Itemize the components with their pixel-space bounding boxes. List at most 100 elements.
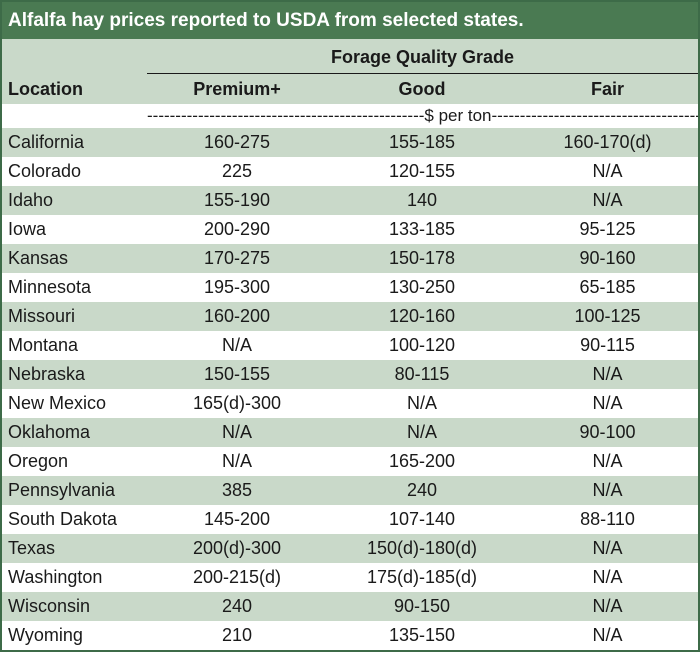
- table-row: Missouri 160-200 120-160 100-125: [2, 302, 698, 331]
- cell-fair: N/A: [592, 480, 623, 500]
- cell-fair: N/A: [592, 161, 623, 181]
- table-row: Minnesota 195-300 130-250 65-185: [2, 273, 698, 302]
- cell-good: 100-120: [388, 335, 456, 355]
- cell-location: Minnesota: [8, 277, 92, 297]
- cell-fair: 65-185: [579, 277, 636, 297]
- cell-location: Wisconsin: [8, 596, 91, 616]
- column-header-fair: Fair: [590, 79, 624, 99]
- table-row: Wyoming 210 135-150 N/A: [2, 621, 698, 650]
- cell-premium: 145-200: [203, 509, 271, 529]
- cell-premium: 195-300: [203, 277, 271, 297]
- cell-location: Montana: [8, 335, 79, 355]
- cell-premium: 170-275: [203, 248, 271, 268]
- table-row: California 160-275 155-185 160-170(d): [2, 128, 698, 157]
- cell-premium: 150-155: [203, 364, 271, 384]
- cell-location: Missouri: [8, 306, 76, 326]
- cell-location: Oregon: [8, 451, 69, 471]
- cell-premium: N/A: [221, 451, 252, 471]
- cell-good: 240: [406, 480, 438, 500]
- cell-fair: 160-170(d): [563, 132, 652, 152]
- cell-location: Iowa: [8, 219, 47, 239]
- cell-good: 150-178: [388, 248, 456, 268]
- cell-good: N/A: [406, 393, 437, 413]
- table-title: Alfalfa hay prices reported to USDA from…: [2, 2, 698, 39]
- unit-row: [2, 104, 698, 128]
- cell-fair: N/A: [592, 451, 623, 471]
- cell-premium: N/A: [221, 335, 252, 355]
- cell-fair: 90-100: [579, 422, 636, 442]
- cell-fair: 88-110: [580, 509, 635, 529]
- table-row: Wisconsin 240 90-150 N/A: [2, 592, 698, 621]
- table-row: Oklahoma N/A N/A 90-100: [2, 418, 698, 447]
- cell-fair: 95-125: [579, 219, 636, 239]
- table-row: Pennsylvania 385 240 N/A: [2, 476, 698, 505]
- cell-fair: N/A: [592, 190, 623, 210]
- cell-location: New Mexico: [8, 393, 107, 413]
- cell-location: South Dakota: [8, 509, 118, 529]
- cell-good: 107-140: [388, 509, 456, 529]
- column-header-premium: Premium+: [193, 79, 281, 99]
- cell-premium: 200-215(d): [192, 567, 282, 587]
- table-row: Texas 200(d)-300 150(d)-180(d) N/A: [2, 534, 698, 563]
- cell-location: Colorado: [8, 161, 82, 181]
- cell-fair: N/A: [592, 364, 623, 384]
- cell-good: 165-200: [388, 451, 456, 471]
- cell-good: 140: [406, 190, 438, 210]
- table-header: [2, 39, 698, 104]
- table-row: New Mexico 165(d)-300 N/A N/A: [2, 389, 698, 418]
- cell-fair: N/A: [592, 596, 623, 616]
- cell-premium: 155-190: [203, 190, 271, 210]
- cell-fair: 90-160: [579, 248, 636, 268]
- cell-location: Pennsylvania: [8, 480, 116, 500]
- table-row: Montana N/A 100-120 90-115: [2, 331, 698, 360]
- table-row: South Dakota 145-200 107-140 88-110: [2, 505, 698, 534]
- table-row: Idaho 155-190 140 N/A: [2, 186, 698, 215]
- cell-fair: 90-115: [580, 335, 635, 355]
- unit-label: ----------------------------------------…: [147, 106, 698, 125]
- table-row: Nebraska 150-155 80-115 N/A: [2, 360, 698, 389]
- cell-location: Wyoming: [8, 625, 83, 645]
- cell-premium: 225: [221, 161, 253, 181]
- cell-good: 120-155: [388, 161, 456, 181]
- table-row: Kansas 170-275 150-178 90-160: [2, 244, 698, 273]
- cell-fair: N/A: [592, 538, 623, 558]
- cell-good: 90-150: [393, 596, 451, 616]
- cell-good: 175(d)-185(d): [366, 567, 478, 587]
- cell-premium: 200(d)-300: [192, 538, 282, 558]
- table-row: Washington 200-215(d) 175(d)-185(d) N/A: [2, 563, 698, 592]
- grade-header-rule: [147, 73, 698, 74]
- table-body: California 160-275 155-185 160-170(d) Colora…: [2, 128, 698, 650]
- cell-premium: 210: [221, 625, 253, 645]
- cell-good: 80-115: [394, 364, 450, 384]
- cell-fair: N/A: [592, 625, 623, 645]
- cell-premium: 160-275: [203, 132, 271, 152]
- cell-premium: 160-200: [203, 306, 271, 326]
- cell-good: 133-185: [388, 219, 456, 239]
- cell-good: 120-160: [388, 306, 456, 326]
- cell-fair: 100-125: [574, 306, 641, 326]
- grade-header: Forage Quality Grade: [330, 47, 515, 67]
- column-header-location: Location: [8, 79, 83, 99]
- cell-good: 135-150: [388, 625, 456, 645]
- cell-location: Washington: [8, 567, 103, 587]
- cell-premium: 165(d)-300: [192, 393, 282, 413]
- table-row: Iowa 200-290 133-185 95-125: [2, 215, 698, 244]
- cell-location: Kansas: [8, 248, 69, 268]
- column-header-good: Good: [398, 79, 446, 99]
- cell-good: N/A: [406, 422, 437, 442]
- cell-premium: 385: [221, 480, 253, 500]
- cell-good: 150(d)-180(d): [366, 538, 478, 558]
- cell-fair: N/A: [592, 393, 623, 413]
- cell-premium: 240: [221, 596, 253, 616]
- cell-location: Nebraska: [8, 364, 86, 384]
- cell-location: California: [8, 132, 85, 152]
- cell-location: Idaho: [8, 190, 54, 210]
- cell-premium: 200-290: [203, 219, 271, 239]
- cell-fair: N/A: [592, 567, 623, 587]
- cell-location: Oklahoma: [8, 422, 91, 442]
- cell-good: 130-250: [388, 277, 456, 297]
- cell-location: Texas: [8, 538, 56, 558]
- table-row: Colorado 225 120-155 N/A: [2, 157, 698, 186]
- cell-good: 155-185: [388, 132, 456, 152]
